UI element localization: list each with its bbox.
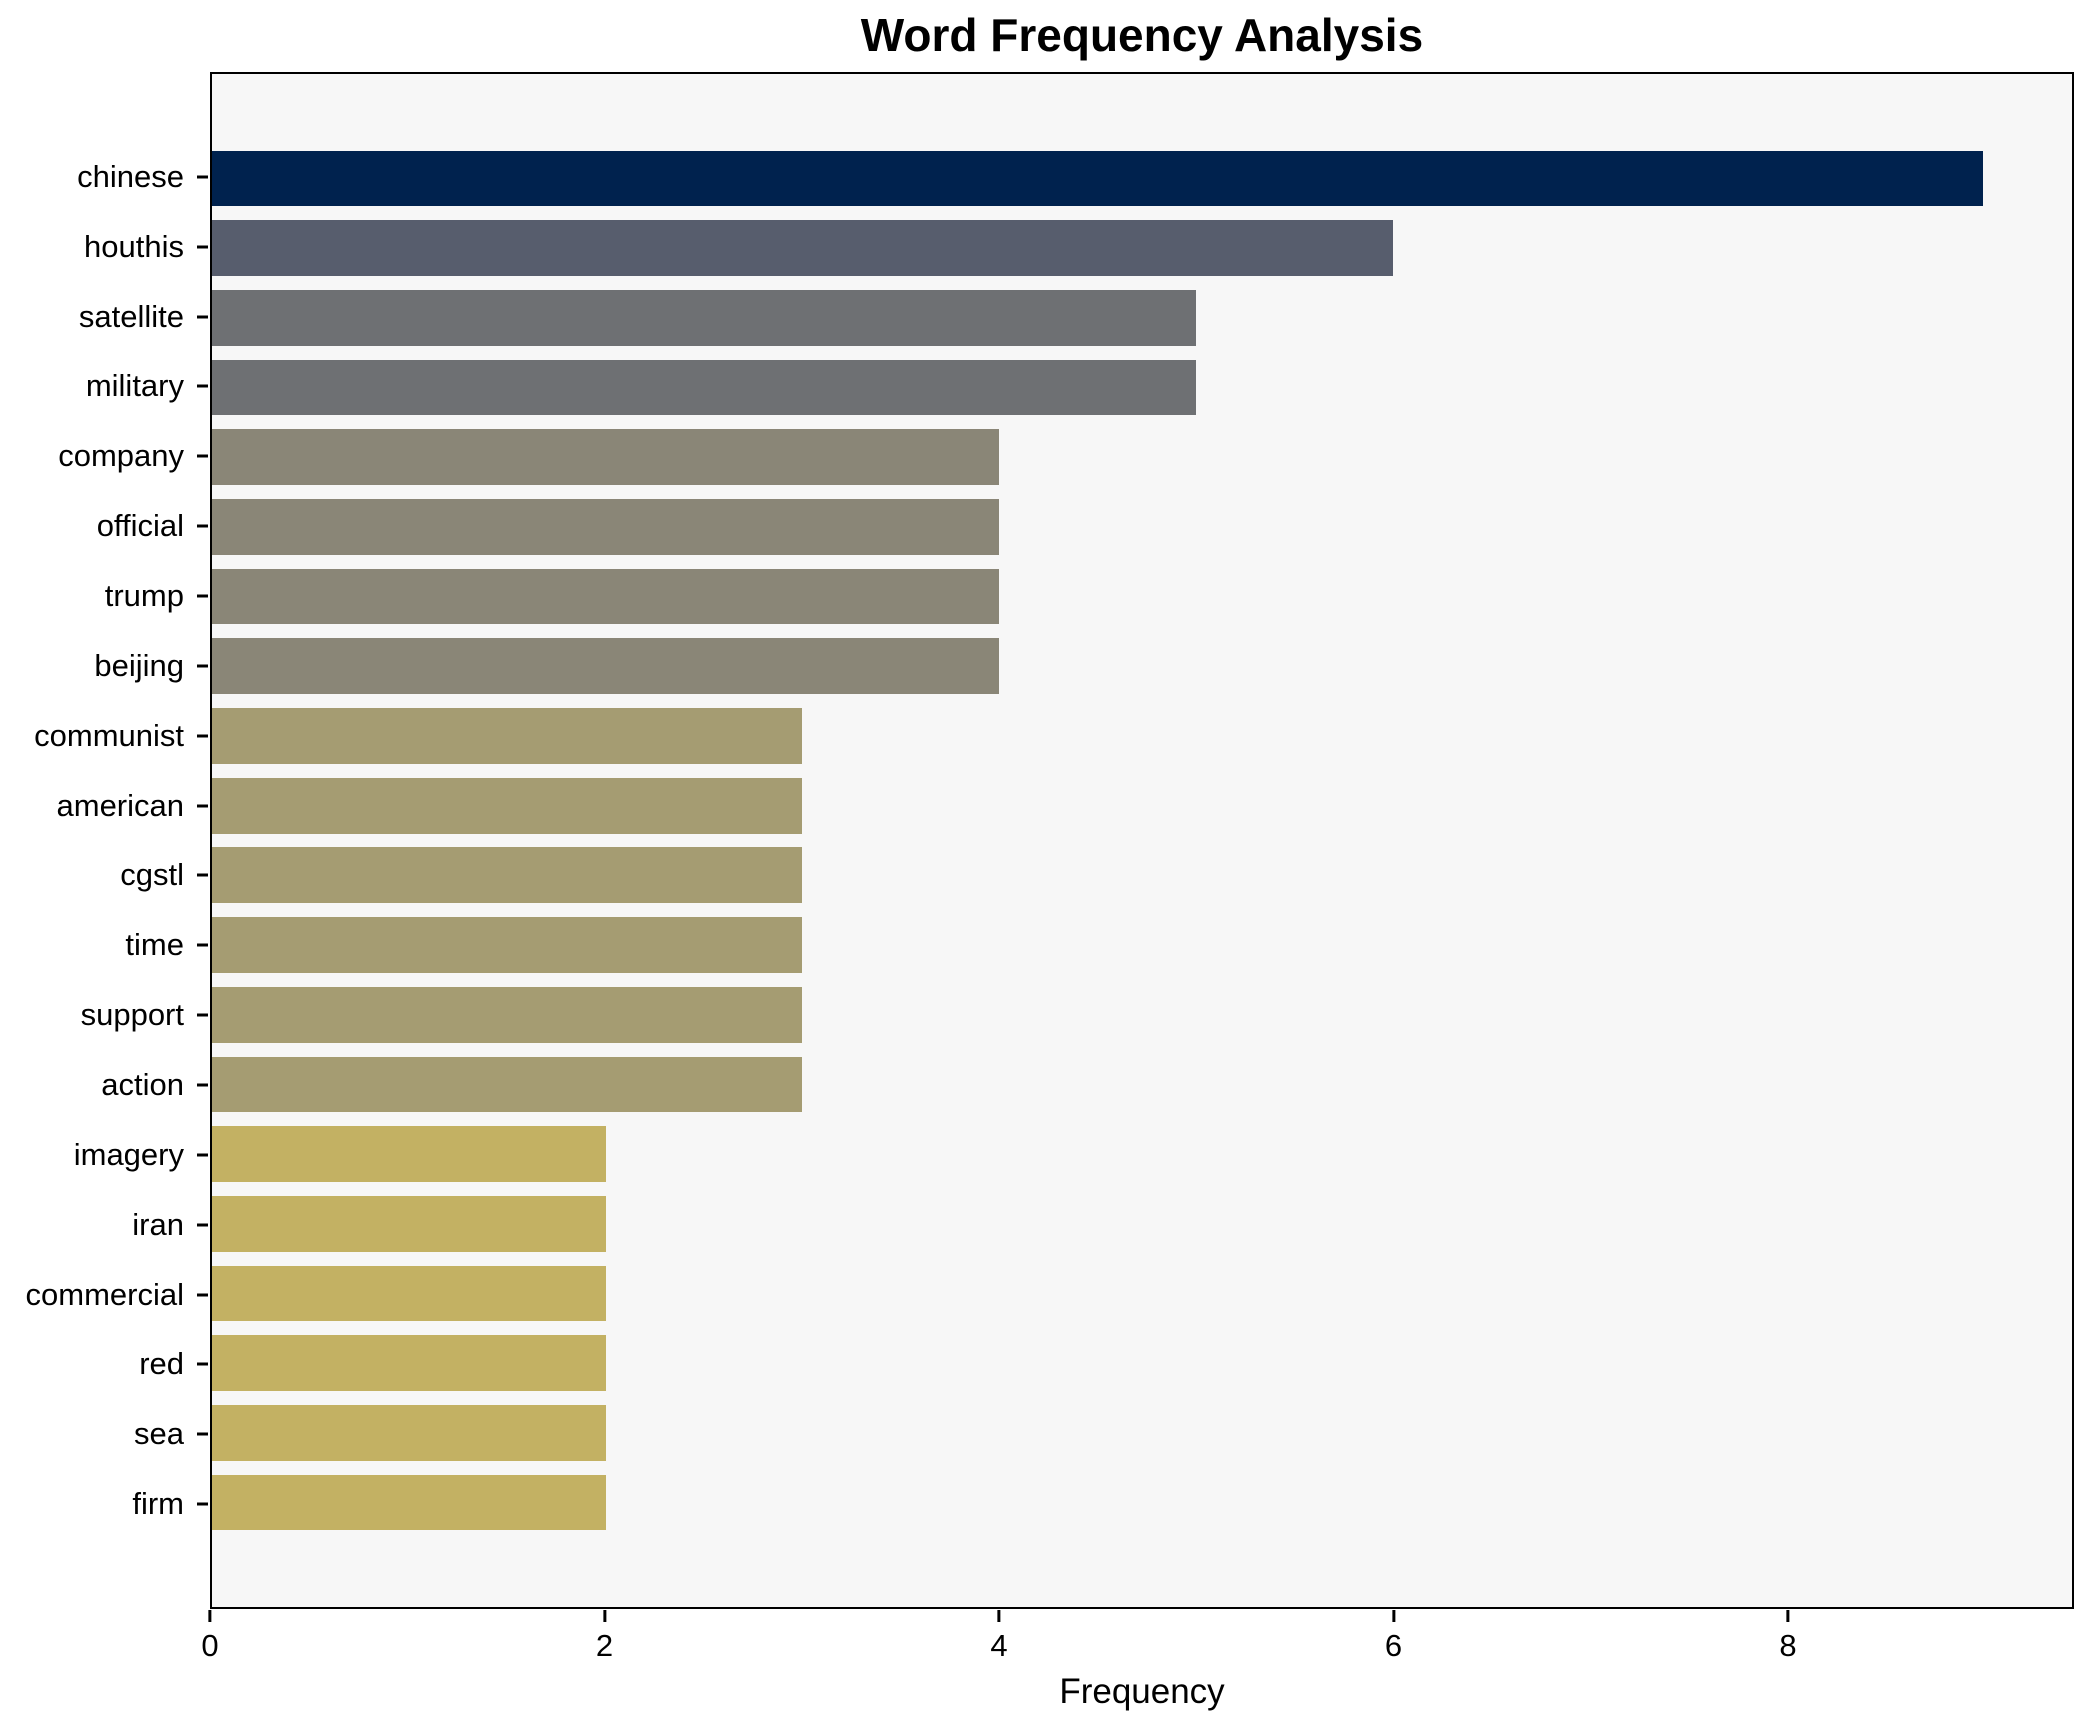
y-tick-mark	[197, 734, 208, 738]
y-tick-mark	[197, 315, 208, 319]
y-axis: chinese houthis satellite military company of…	[0, 72, 210, 1609]
bar-imagery	[212, 1126, 606, 1182]
y-tick-mark	[197, 384, 208, 388]
y-tick-label-company: company	[58, 438, 184, 474]
x-tick-2: 2	[596, 1610, 613, 1664]
x-tick-8: 8	[1779, 1610, 1797, 1664]
y-tick-mark	[197, 943, 208, 947]
bar-support	[212, 986, 803, 1043]
y-tick-mark	[197, 1223, 208, 1227]
y-tick-label-satellite: satellite	[78, 298, 184, 334]
bar-chinese	[212, 150, 1984, 207]
y-tick-label-commercial: commercial	[25, 1276, 184, 1312]
y-tick-mark	[197, 245, 208, 249]
y-tick-mark	[197, 1362, 208, 1366]
x-axis-label: Frequency	[1059, 1672, 1225, 1711]
x-tick-mark	[208, 1610, 212, 1622]
x-tick-0: 0	[201, 1610, 219, 1664]
y-tick-label-military: military	[85, 368, 184, 404]
bar-houthis	[212, 220, 1393, 277]
y-tick-mark	[197, 1013, 208, 1017]
x-tick-mark	[997, 1610, 1001, 1622]
y-tick-label-time: time	[125, 927, 184, 963]
y-tick-mark	[197, 804, 208, 808]
y-tick-label-trump: trump	[104, 577, 184, 613]
x-tick-mark	[602, 1610, 606, 1622]
y-tick-label-red: red	[139, 1346, 184, 1382]
x-tick-label: 8	[1779, 1628, 1797, 1663]
y-tick-label-beijing: beijing	[94, 647, 184, 683]
y-tick-mark	[197, 175, 208, 179]
x-tick-6: 6	[1385, 1610, 1402, 1664]
bar-red	[212, 1335, 606, 1391]
bar-military	[212, 359, 1197, 416]
y-tick-mark	[197, 454, 208, 458]
bar-american	[212, 777, 803, 834]
y-tick-mark	[197, 594, 208, 598]
plot-area	[210, 72, 2074, 1609]
x-tick-label: 6	[1384, 1628, 1403, 1663]
bar-commercial	[212, 1265, 606, 1322]
bar-iran	[212, 1195, 606, 1252]
y-tick-mark	[197, 1293, 208, 1297]
y-tick-mark	[197, 1083, 208, 1087]
x-tick-label: 0	[201, 1628, 219, 1663]
x-tick-4: 4	[990, 1610, 1008, 1664]
y-tick-label-sea: sea	[134, 1416, 184, 1452]
bar-trump	[212, 568, 1000, 625]
y-tick-mark	[197, 1432, 208, 1436]
bar-communist	[212, 708, 803, 764]
y-tick-label-support: support	[80, 997, 184, 1033]
chart-title: Word Frequency Analysis	[860, 9, 1424, 61]
bar-firm	[212, 1474, 606, 1531]
y-tick-mark	[197, 873, 208, 877]
y-tick-label-iran: iran	[132, 1206, 184, 1242]
x-tick-label: 2	[595, 1628, 614, 1663]
bar-action	[212, 1056, 803, 1113]
y-tick-label-communist: communist	[34, 717, 184, 753]
y-tick-label-houthis: houthis	[84, 228, 184, 264]
bar-beijing	[212, 638, 1000, 695]
y-tick-label-american: american	[56, 787, 185, 823]
x-axis: 0 2 4 6 8	[201, 1610, 2074, 1690]
y-tick-mark	[197, 524, 208, 528]
x-tick-mark	[1786, 1610, 1790, 1622]
bar-sea	[212, 1404, 606, 1461]
y-tick-label-action: action	[101, 1067, 184, 1103]
x-tick-mark	[1391, 1610, 1395, 1622]
y-tick-mark	[197, 1153, 208, 1157]
bar-satellite	[212, 290, 1197, 346]
bar-cgstl	[212, 847, 803, 904]
y-tick-label-chinese: chinese	[77, 158, 184, 194]
bar-official	[212, 499, 1000, 555]
y-tick-mark	[197, 664, 208, 668]
x-tick-label: 4	[990, 1628, 1008, 1663]
bar-time	[212, 917, 803, 973]
y-tick-label-official: official	[96, 508, 184, 544]
y-tick-label-imagery: imagery	[73, 1136, 184, 1172]
y-tick-label-firm: firm	[132, 1486, 184, 1522]
y-tick-mark	[197, 1502, 208, 1506]
y-tick-label-cgstl: cgstl	[120, 857, 184, 893]
bar-company	[212, 429, 1000, 486]
